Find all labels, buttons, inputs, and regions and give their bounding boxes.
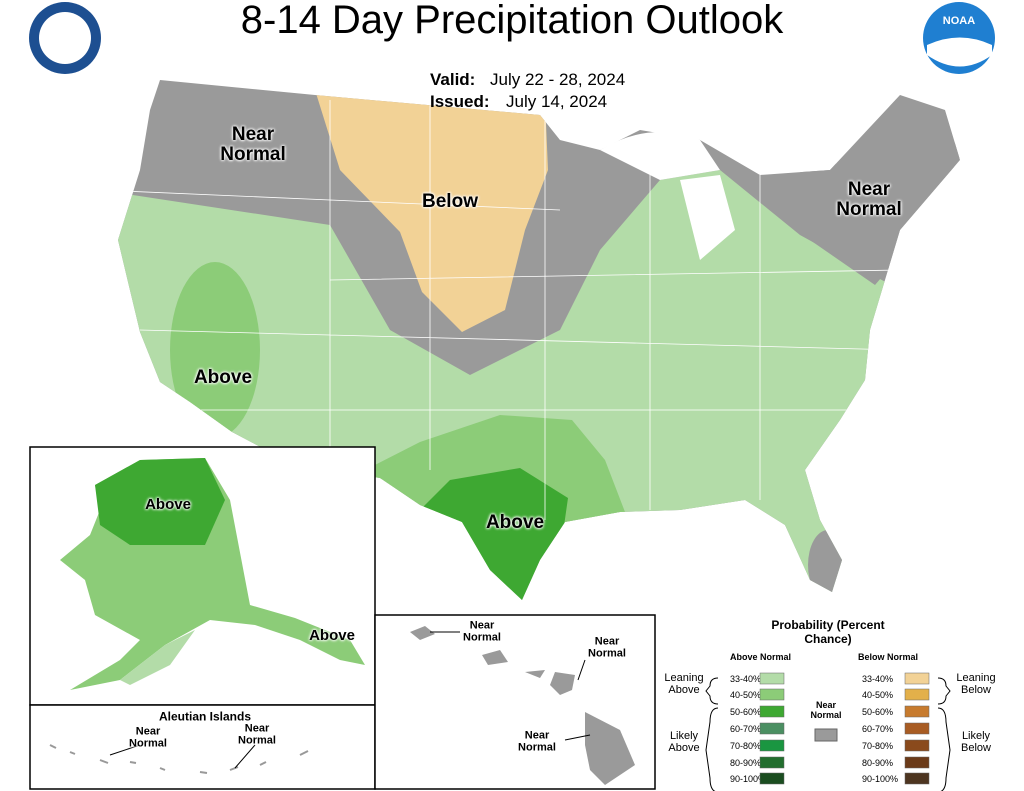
region-label: Below xyxy=(422,191,478,213)
legend-title: Probability (Percent Chance) xyxy=(771,618,885,646)
region-label: Above xyxy=(309,627,355,645)
legend-swatch xyxy=(759,688,785,701)
legend-swatch xyxy=(759,756,785,769)
hawaii-islands xyxy=(410,626,635,785)
legend-swatch xyxy=(759,739,785,752)
legend-group: Likely Below xyxy=(961,730,991,754)
legend-swatch xyxy=(904,739,930,752)
noaa-gull xyxy=(927,37,992,67)
legend-swatch xyxy=(904,672,930,685)
near-normal-northeast xyxy=(800,140,960,285)
alaska-peninsula xyxy=(120,630,195,685)
legend-range: 60-70% xyxy=(862,724,893,734)
legend-braces xyxy=(705,677,951,791)
legend-near-normal-label: Near Normal xyxy=(810,700,842,720)
region-label: Near Normal xyxy=(836,179,902,220)
legend-below-heading: Below Normal xyxy=(858,652,919,662)
aleutian-islands xyxy=(49,744,309,774)
region-label: Above xyxy=(145,496,191,514)
region-label: Above xyxy=(485,512,545,534)
conus xyxy=(118,80,960,600)
legend-swatch xyxy=(904,756,930,769)
legend-near-normal-swatch xyxy=(814,728,838,742)
legend-swatch xyxy=(904,722,930,735)
legend-range: 70-80% xyxy=(730,741,761,751)
aleutian-inset xyxy=(29,704,376,790)
alaska-above-50 xyxy=(95,458,225,545)
region-label: Near Normal xyxy=(129,725,167,749)
region-label: Near Normal xyxy=(518,729,556,753)
legend-range: 90-100% xyxy=(862,774,898,784)
legend-range: 40-50% xyxy=(730,690,761,700)
legend-group: Leaning Below xyxy=(956,672,996,696)
legend-range: 33-40% xyxy=(862,674,893,684)
legend-swatch xyxy=(759,772,785,785)
near-normal-florida xyxy=(808,530,848,600)
inset-title: Aleutian Islands xyxy=(158,709,252,724)
valid-dates: July 22 - 28, 2024 xyxy=(490,70,626,89)
legend-group: Leaning Above xyxy=(664,672,704,696)
above-50-texas xyxy=(410,468,568,600)
legend-above-heading: Above Normal xyxy=(730,652,792,662)
legend-range: 80-90% xyxy=(862,758,893,768)
title: 8-14 Day Precipitation Outlook xyxy=(240,0,784,42)
legend-range: 90-100% xyxy=(730,774,766,784)
legend-range: 50-60% xyxy=(862,707,893,717)
region-label: Near Normal xyxy=(220,124,286,165)
legend-range: 80-90% xyxy=(730,758,761,768)
legend-range: 40-50% xyxy=(862,690,893,700)
region-label: Near Normal xyxy=(238,722,276,746)
great-lakes xyxy=(600,132,735,260)
legend-swatch xyxy=(904,772,930,785)
valid-label: Valid: xyxy=(430,70,476,89)
leaning-below-area xyxy=(315,90,548,332)
legend-range: 60-70% xyxy=(730,724,761,734)
issued-label: Issued: xyxy=(430,92,490,111)
legend-group: Likely Above xyxy=(668,730,700,754)
legend-swatch xyxy=(904,688,930,701)
region-label: Near Normal xyxy=(588,635,626,659)
legend-range: 70-80% xyxy=(862,741,893,751)
legend-swatch xyxy=(759,722,785,735)
noaa-text: NOAA xyxy=(943,15,975,27)
issued-date: July 14, 2024 xyxy=(506,92,608,111)
region-label: Near Normal xyxy=(463,619,501,643)
above-40-west xyxy=(170,262,260,438)
legend-swatch xyxy=(904,705,930,718)
legend-swatch xyxy=(759,705,785,718)
legend-swatch xyxy=(759,672,785,685)
commerce-seal-inner xyxy=(39,12,91,64)
region-label: Above xyxy=(193,367,253,389)
legend-range: 50-60% xyxy=(730,707,761,717)
legend-range: 33-40% xyxy=(730,674,761,684)
